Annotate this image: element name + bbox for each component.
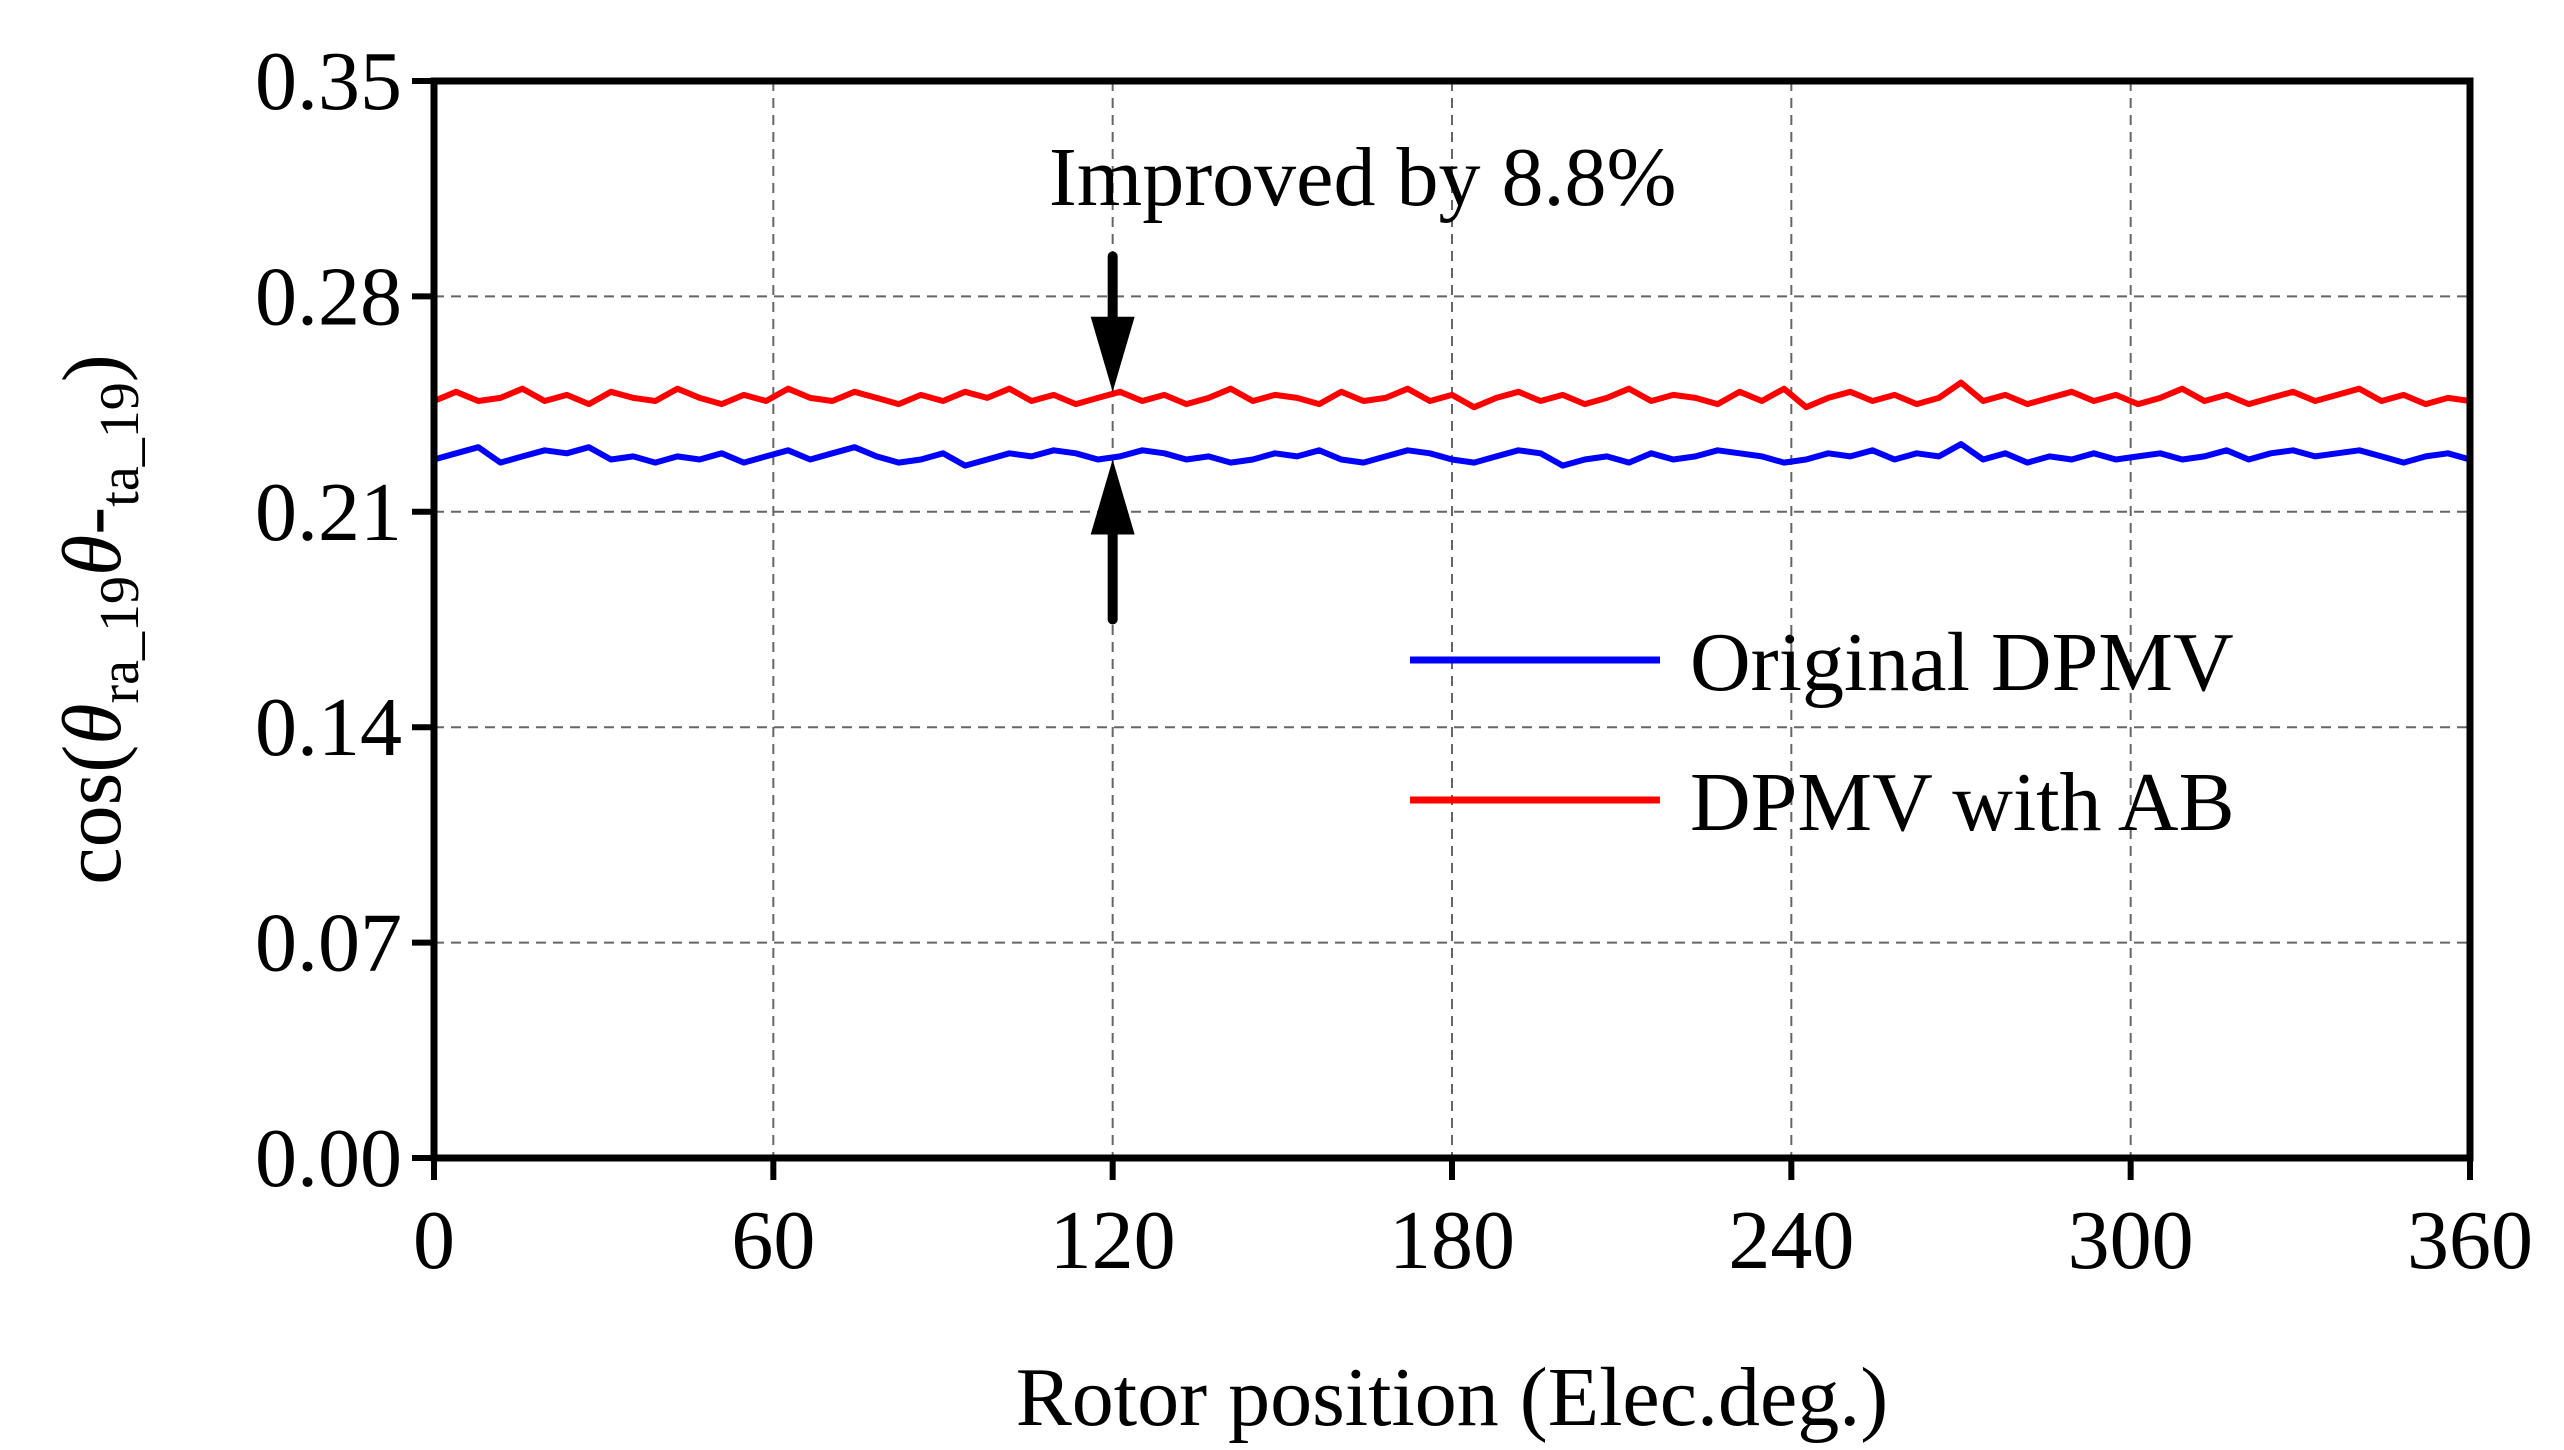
y-tick-label: 0.28 — [255, 250, 402, 343]
legend-label-original: Original DPMV — [1690, 616, 2234, 709]
y-label-minus: - — [46, 507, 139, 535]
y-axis-label: cos(θra_19θ-ta_19) — [46, 354, 151, 884]
x-tick-label: 180 — [1389, 1194, 1515, 1287]
y-label-theta-2: θ — [46, 535, 139, 576]
x-tick-label: 360 — [2407, 1194, 2533, 1287]
y-tick-label: 0.14 — [255, 681, 402, 774]
y-label-theta-1: θ — [46, 703, 139, 744]
y-tick-label: 0.07 — [255, 897, 402, 990]
y-label-sub-2: ta_19 — [89, 382, 151, 506]
chart: 0 60 120 180 240 300 360 0.00 0.07 0.14 0.21 0.28 0.… — [0, 0, 2564, 1450]
x-tick-label: 240 — [1728, 1194, 1854, 1287]
legend-label-ab: DPMV with AB — [1690, 756, 2235, 849]
arrow-up-head — [1091, 459, 1135, 534]
x-tick-label: 60 — [731, 1194, 815, 1287]
x-axis-label: Rotor position (Elec.deg.) — [1016, 1351, 1888, 1444]
y-label-prefix: cos( — [46, 745, 139, 885]
series-line-ab — [434, 383, 2470, 408]
annotation-text: Improved by 8.8% — [1049, 131, 1677, 224]
arrow-down-head — [1091, 317, 1135, 392]
x-tick-label: 300 — [2068, 1194, 2194, 1287]
x-tick-label: 120 — [1050, 1194, 1176, 1287]
y-tick-label: 0.35 — [255, 35, 402, 128]
y-tick-label: 0.00 — [255, 1112, 402, 1205]
y-tick-label: 0.21 — [255, 466, 402, 559]
legend: Original DPMV DPMV with AB — [1410, 616, 2235, 849]
y-label-sub-1: ra_19 — [89, 576, 151, 704]
x-tick-label: 0 — [413, 1194, 455, 1287]
y-label-suffix: ) — [46, 354, 139, 382]
annotation: Improved by 8.8% — [1049, 131, 1677, 620]
